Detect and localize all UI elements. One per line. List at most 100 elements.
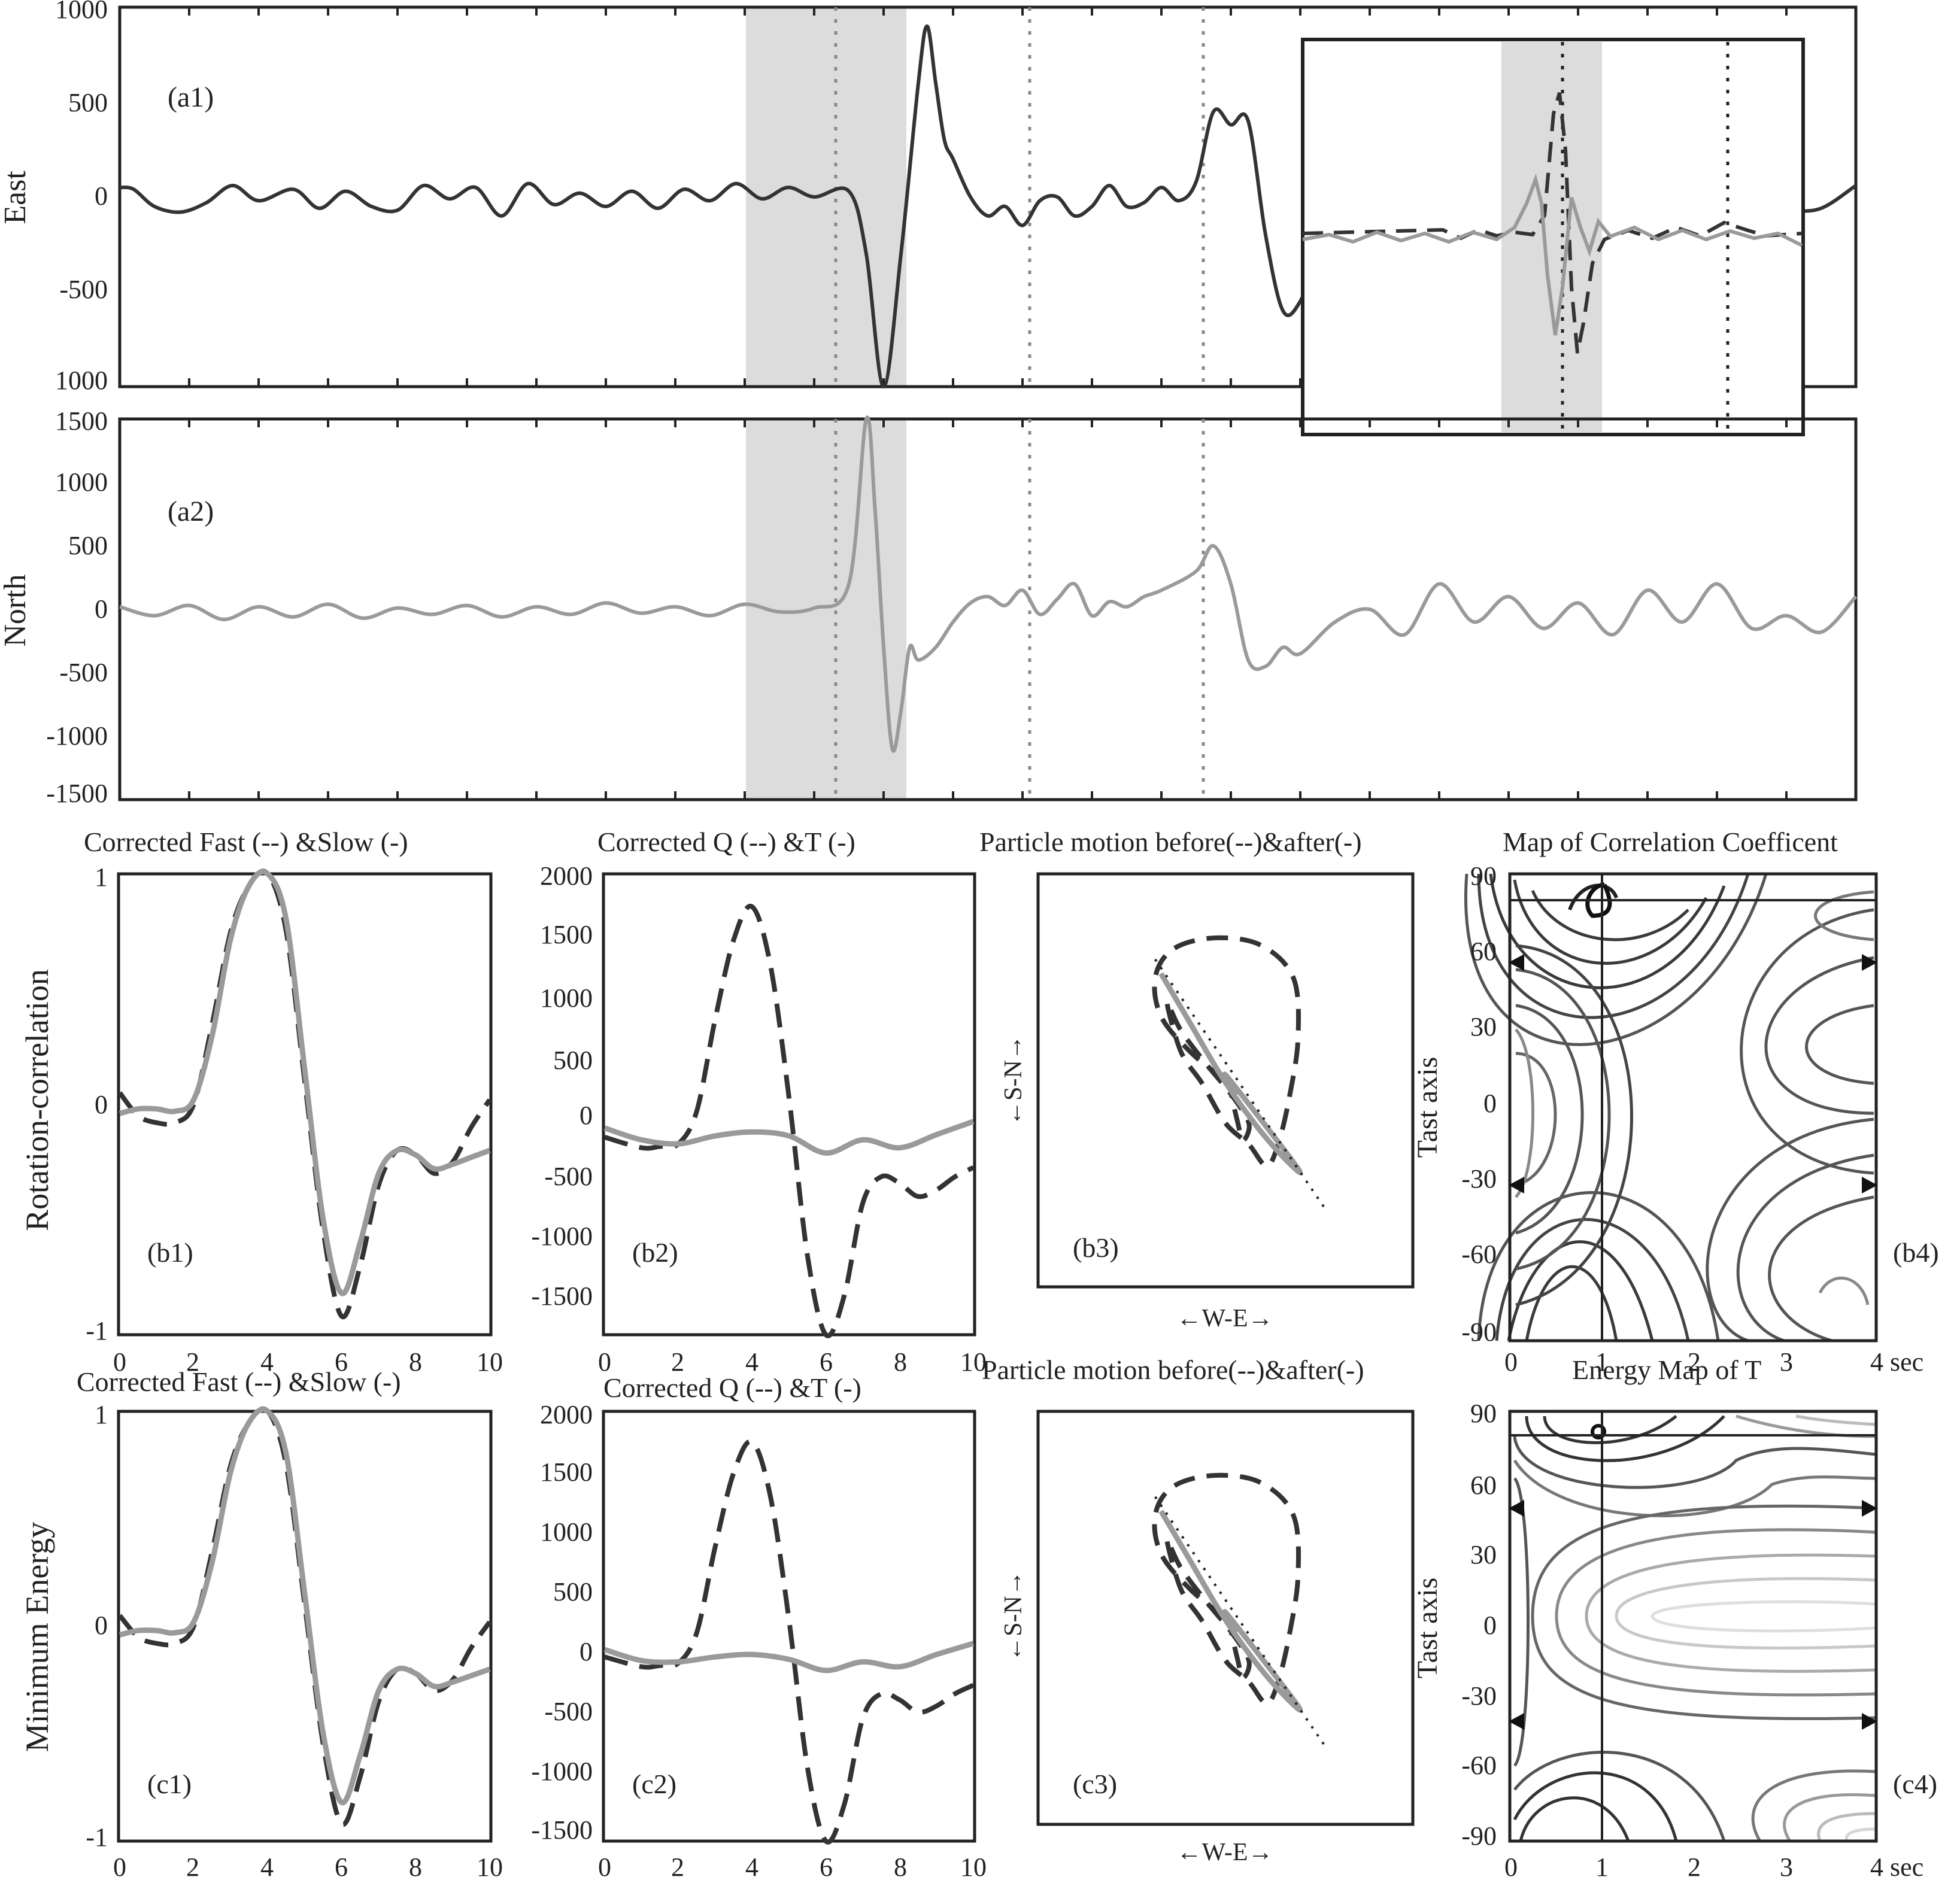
y-tick-label: -60 — [1461, 1240, 1497, 1269]
panel-title: Map of Correlation Coefficent — [1503, 827, 1838, 857]
y-tick-label: 1500 — [540, 920, 593, 949]
fast-direction-line — [1154, 958, 1326, 1210]
contour-line — [1795, 1414, 1877, 1426]
x-tick-label: 10 — [960, 1852, 987, 1880]
t-trace — [603, 1119, 975, 1156]
x-tick-label: 10 — [477, 1347, 503, 1377]
y-tick-label: 1000 — [540, 1517, 593, 1547]
x-tick-label: 8 — [409, 1852, 422, 1880]
panel-c4: Energy Map of T (c4) 90 60 30 0 -30 -60 … — [1412, 1354, 1937, 1880]
axes-frame — [1036, 872, 1415, 1289]
after-motion — [1158, 1510, 1303, 1713]
panel-title: Particle motion before(--)&after(-) — [982, 1354, 1364, 1385]
y-tick-label: -500 — [59, 658, 108, 687]
panel-label: (b1) — [147, 1237, 193, 1268]
x-tick-label: 1 — [1595, 1347, 1609, 1377]
y-tick-label: 1000 — [540, 983, 593, 1013]
inset-slow-trace — [1302, 173, 1803, 336]
marker-triangle-icon — [1862, 954, 1877, 971]
y-tick-label: 60 — [1470, 1471, 1497, 1500]
x-tick-label: 0 — [598, 1347, 611, 1377]
contour-line — [1650, 1600, 1877, 1633]
contour-line — [1495, 1217, 1690, 1341]
x-tick-label: 2 — [671, 1852, 684, 1880]
contour-line — [1814, 890, 1874, 941]
y-tick-label: 0 — [95, 1090, 108, 1119]
contour-line — [1515, 968, 1611, 1271]
axes-frame — [1036, 1410, 1415, 1826]
axes-frame — [1508, 1410, 1878, 1843]
x-tick-label: 10 — [960, 1347, 987, 1377]
y-tick-label: -90 — [1461, 1317, 1497, 1347]
x-axis-label: ←W-E→ — [1177, 1305, 1273, 1332]
x-tick-label: 4 — [260, 1347, 274, 1377]
y-tick-label: 2000 — [540, 861, 593, 891]
contour-line — [1543, 1415, 1677, 1444]
y-tick-label: -1000 — [531, 1222, 593, 1251]
x-tick-label: 6 — [335, 1852, 348, 1880]
contour-line — [1519, 1796, 1630, 1842]
slow-trace — [119, 869, 491, 1296]
y-tick-label: -1500 — [531, 1815, 593, 1845]
y-tick-label: 1000 — [55, 366, 108, 395]
x-tick-label: 2 — [1688, 1852, 1701, 1880]
y-axis-label: North — [0, 574, 32, 646]
panel-title: Energy Map of T — [1572, 1354, 1761, 1385]
panel-title: Corrected Fast (--) &Slow (-) — [84, 827, 408, 857]
contour-line — [1615, 1577, 1877, 1650]
axes-frame — [602, 872, 976, 1337]
y-tick-label: 1500 — [540, 1457, 593, 1487]
axes-frame — [1508, 872, 1878, 1343]
after-motion — [1158, 972, 1303, 1176]
y-tick-label: 60 — [1470, 937, 1497, 966]
y-tick-label: -90 — [1461, 1821, 1497, 1851]
contour-line — [1507, 1240, 1654, 1341]
contour-line — [1740, 908, 1874, 1175]
before-motion — [1152, 935, 1301, 1168]
panel-label: (b3) — [1073, 1232, 1119, 1263]
y-axis-label: East — [0, 171, 32, 224]
contour-line — [1706, 1117, 1874, 1343]
panel-c3: Particle motion before(--)&after(-) (c3)… — [982, 1354, 1415, 1866]
y-tick-label: 90 — [1470, 1399, 1497, 1428]
axes-frame — [117, 872, 493, 1337]
q-trace — [603, 1439, 975, 1845]
contour-line — [1477, 1191, 1720, 1341]
panel-label: (c4) — [1893, 1769, 1937, 1799]
slow-trace — [119, 1407, 491, 1805]
x-tick-label: 0 — [113, 1347, 126, 1377]
y-tick-label: 1 — [95, 1400, 108, 1429]
y-tick-label: 0 — [95, 1611, 108, 1640]
row-label-minimum-energy: Minimum Energy — [19, 1522, 55, 1753]
y-tick-label: 0 — [579, 1637, 593, 1666]
x-tick-label: 0 — [113, 1852, 126, 1880]
marker-triangle-icon — [1862, 1713, 1877, 1730]
y-tick-label: 2000 — [540, 1400, 593, 1429]
y-tick-label: 1000 — [55, 467, 108, 497]
axes-frame — [118, 417, 1858, 801]
panel-label: (b2) — [632, 1237, 678, 1268]
contour-line — [1477, 873, 1750, 1019]
contour-line — [1513, 1436, 1877, 1489]
x-ticks — [188, 419, 1788, 800]
t-trace — [603, 1641, 975, 1674]
x-tick-label: 2 — [186, 1852, 199, 1880]
contour-line — [1513, 1477, 1530, 1767]
y-tick-label: -1 — [86, 1316, 108, 1346]
contour-line — [1555, 1528, 1877, 1697]
contour-line — [1515, 1004, 1584, 1235]
x-tick-label: 2 — [1688, 1347, 1701, 1377]
contour-line — [1736, 1153, 1874, 1343]
contour-line — [1513, 1751, 1726, 1842]
contour-line — [1513, 1771, 1678, 1842]
optimum-marker — [1591, 1424, 1606, 1439]
y-tick-label: 0 — [95, 181, 108, 211]
marker-triangle-icon — [1862, 1177, 1877, 1193]
y-tick-label: -1000 — [46, 721, 108, 751]
contour-line — [1585, 1553, 1877, 1673]
axes-frame — [117, 1410, 493, 1843]
contour-line — [1531, 1504, 1877, 1720]
contour-line — [1805, 1004, 1874, 1085]
y-tick-label: 500 — [68, 531, 108, 560]
y-tick-label: 500 — [553, 1046, 593, 1075]
